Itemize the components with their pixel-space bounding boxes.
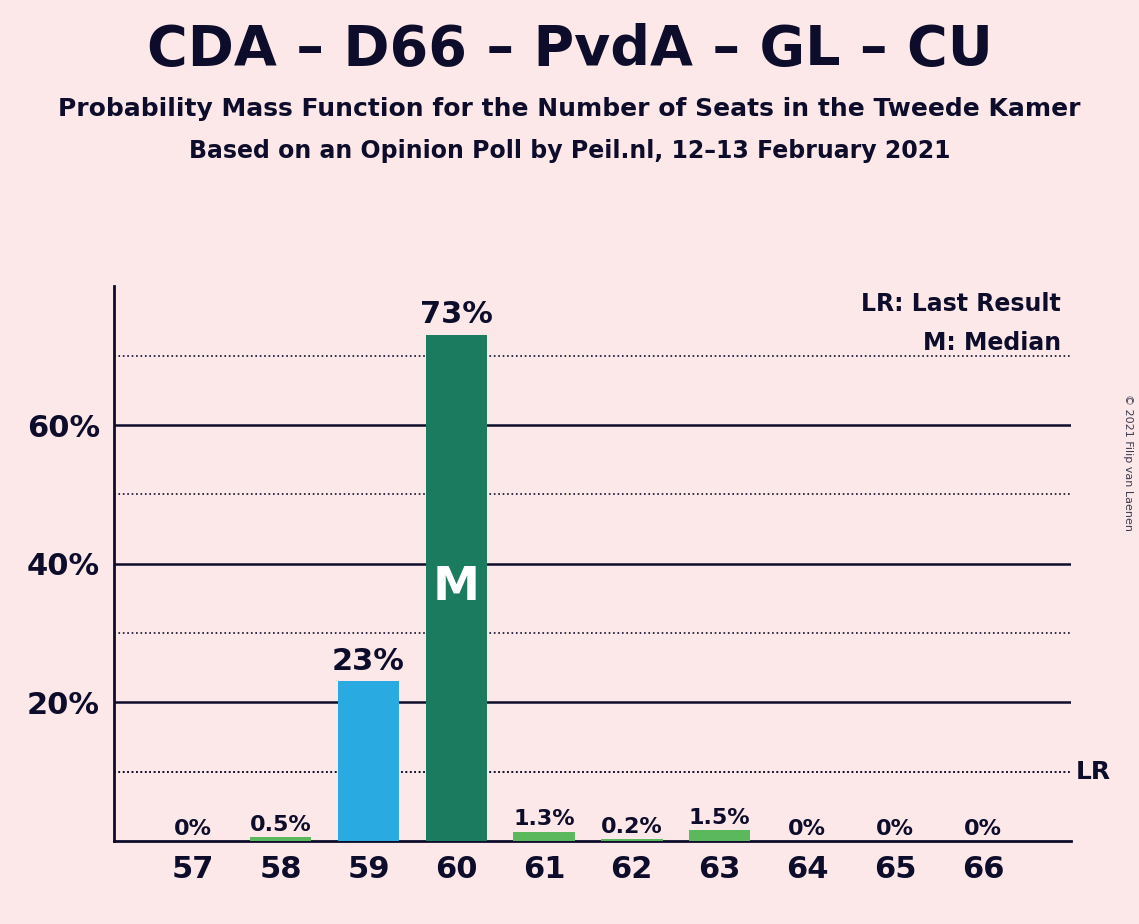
- Bar: [514, 832, 575, 841]
- Text: CDA – D66 – PvdA – GL – CU: CDA – D66 – PvdA – GL – CU: [147, 23, 992, 77]
- Bar: [249, 837, 311, 841]
- Bar: [338, 682, 399, 841]
- Bar: [426, 335, 487, 841]
- Text: 1.5%: 1.5%: [689, 808, 751, 828]
- Text: LR: Last Result: LR: Last Result: [861, 292, 1062, 316]
- Text: Probability Mass Function for the Number of Seats in the Tweede Kamer: Probability Mass Function for the Number…: [58, 97, 1081, 121]
- Text: 0.2%: 0.2%: [601, 817, 663, 837]
- Text: 73%: 73%: [420, 300, 493, 330]
- Text: 0%: 0%: [876, 819, 915, 839]
- Text: 0%: 0%: [174, 819, 212, 839]
- Bar: [601, 839, 663, 841]
- Text: 0%: 0%: [964, 819, 1002, 839]
- Bar: [689, 831, 751, 841]
- Text: M: M: [433, 565, 480, 611]
- Text: LR: LR: [1075, 760, 1111, 784]
- Text: 1.3%: 1.3%: [514, 809, 575, 829]
- Text: 0.5%: 0.5%: [249, 815, 312, 834]
- Text: 23%: 23%: [331, 647, 404, 676]
- Text: Based on an Opinion Poll by Peil.nl, 12–13 February 2021: Based on an Opinion Poll by Peil.nl, 12–…: [189, 139, 950, 163]
- Text: © 2021 Filip van Laenen: © 2021 Filip van Laenen: [1123, 394, 1133, 530]
- Text: M: Median: M: Median: [923, 331, 1062, 355]
- Text: 0%: 0%: [788, 819, 826, 839]
